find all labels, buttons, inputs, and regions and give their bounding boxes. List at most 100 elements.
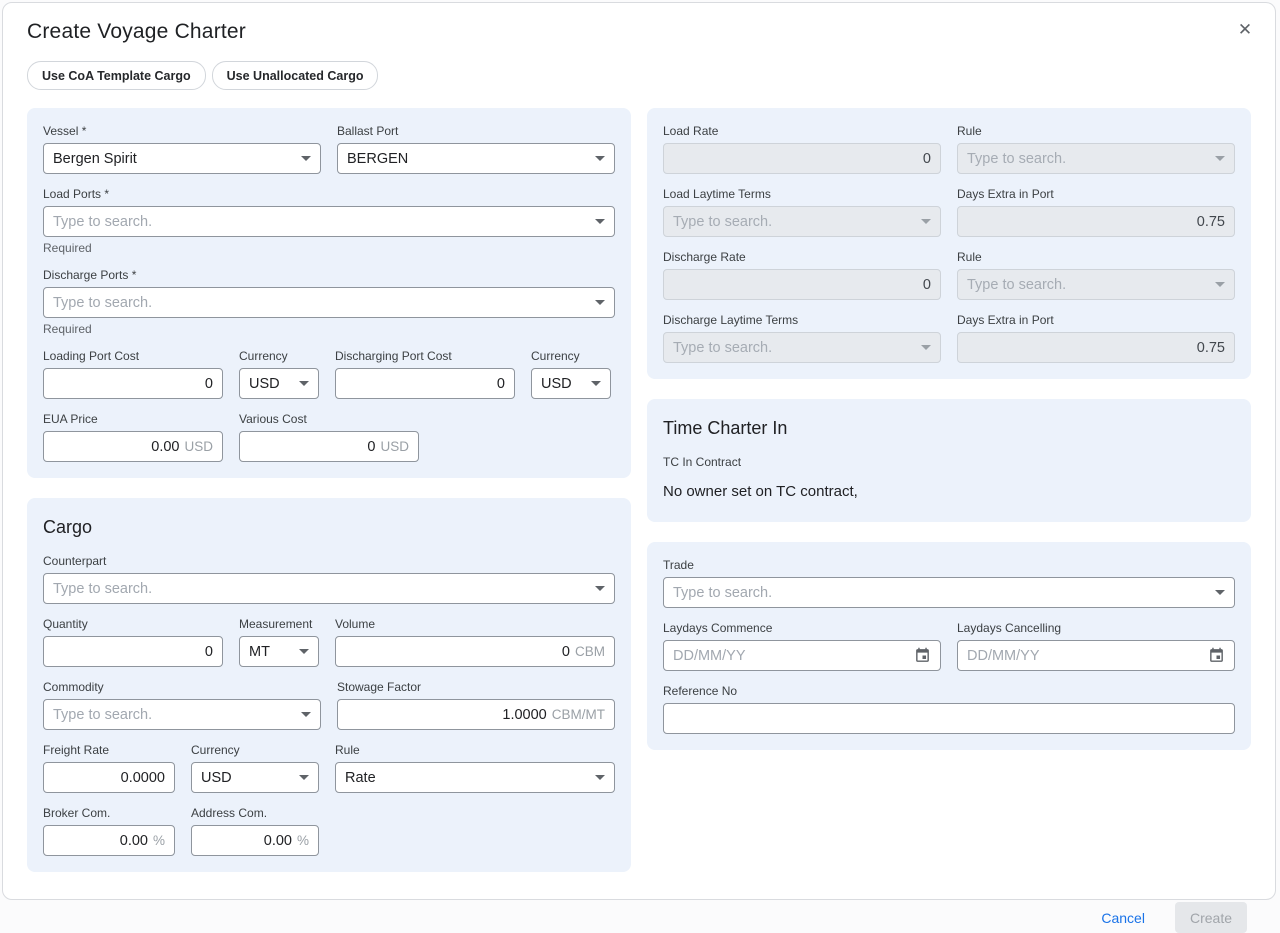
discharge-laytime-terms-label: Discharge Laytime Terms bbox=[663, 313, 799, 327]
discharging-port-cost-input[interactable]: 0 bbox=[335, 368, 515, 399]
measurement-field: Measurement MT bbox=[239, 617, 319, 667]
vessel-value: Bergen Spirit bbox=[53, 150, 137, 167]
discharge-ports-field: Discharge Ports * Type to search. Requir… bbox=[43, 268, 615, 336]
eua-price-unit: USD bbox=[184, 439, 213, 454]
discharge-laytime-terms-placeholder: Type to search. bbox=[673, 339, 773, 356]
discharging-currency-select[interactable]: USD bbox=[531, 368, 611, 399]
discharge-rule-label: Rule bbox=[957, 250, 982, 264]
address-com-input[interactable]: 0.00 % bbox=[191, 825, 319, 856]
quantity-label: Quantity bbox=[43, 617, 88, 631]
discharge-laytime-terms-select: Type to search. bbox=[663, 332, 941, 363]
volume-input[interactable]: 0 CBM bbox=[335, 636, 615, 667]
stowage-factor-input[interactable]: 1.0000 CBM/MT bbox=[337, 699, 615, 730]
load-rate-input: 0 bbox=[663, 143, 941, 174]
freight-currency-select[interactable]: USD bbox=[191, 762, 319, 793]
trade-placeholder: Type to search. bbox=[673, 584, 773, 601]
freight-rate-input[interactable]: 0.0000 bbox=[43, 762, 175, 793]
measurement-select[interactable]: MT bbox=[239, 636, 319, 667]
freight-rate-field: Freight Rate 0.0000 bbox=[43, 743, 175, 793]
time-charter-in-heading: Time Charter In bbox=[663, 418, 788, 438]
laydays-cancelling-placeholder: DD/MM/YY bbox=[967, 647, 1040, 664]
freight-currency-label: Currency bbox=[191, 743, 240, 757]
reference-no-label: Reference No bbox=[663, 684, 738, 698]
vessel-field: Vessel * Bergen Spirit bbox=[43, 124, 321, 174]
create-button[interactable]: Create bbox=[1174, 902, 1247, 933]
laydays-cancelling-date-input[interactable]: DD/MM/YY bbox=[957, 640, 1235, 671]
discharging-currency-value: USD bbox=[541, 375, 572, 392]
discharge-rule-placeholder: Type to search. bbox=[967, 276, 1067, 293]
various-cost-input[interactable]: 0 USD bbox=[239, 431, 419, 462]
volume-unit: CBM bbox=[575, 644, 605, 659]
trade-panel: Trade Type to search. Laydays Commence D… bbox=[647, 542, 1251, 750]
rule-select[interactable]: Rate bbox=[335, 762, 615, 793]
load-rate-label: Load Rate bbox=[663, 124, 719, 138]
load-rule-field: Rule Type to search. bbox=[957, 124, 1235, 174]
load-rule-label: Rule bbox=[957, 124, 982, 138]
various-cost-value: 0 bbox=[367, 438, 376, 455]
loading-currency-label: Currency bbox=[239, 349, 288, 363]
trade-label: Trade bbox=[663, 558, 694, 572]
chevron-down-icon bbox=[1215, 156, 1225, 161]
discharge-ports-search-input[interactable]: Type to search. bbox=[43, 287, 615, 318]
tc-in-contract-message: No owner set on TC contract, bbox=[663, 483, 858, 500]
chevron-down-icon bbox=[595, 300, 605, 305]
loading-currency-select[interactable]: USD bbox=[239, 368, 319, 399]
use-unallocated-cargo-button[interactable]: Use Unallocated Cargo bbox=[211, 61, 379, 90]
counterpart-search-input[interactable]: Type to search. bbox=[43, 573, 615, 604]
discharge-rate-input: 0 bbox=[663, 269, 941, 300]
time-charter-in-panel: Time Charter In TC In Contract No owner … bbox=[647, 399, 1251, 522]
discharge-ports-required-helper: Required bbox=[43, 322, 92, 336]
load-laytime-terms-select: Type to search. bbox=[663, 206, 941, 237]
load-rate-field: Load Rate 0 bbox=[663, 124, 941, 174]
laytime-panel: Load Rate 0 Rule Type to search. bbox=[647, 108, 1251, 379]
trade-search-input[interactable]: Type to search. bbox=[663, 577, 1235, 608]
ballast-port-select[interactable]: BERGEN bbox=[337, 143, 615, 174]
vessel-select[interactable]: Bergen Spirit bbox=[43, 143, 321, 174]
use-coa-template-cargo-button[interactable]: Use CoA Template Cargo bbox=[27, 61, 206, 90]
freight-currency-field: Currency USD bbox=[191, 743, 319, 793]
laydays-commence-date-input[interactable]: DD/MM/YY bbox=[663, 640, 941, 671]
broker-com-value: 0.00 bbox=[119, 832, 148, 849]
discharge-ports-label: Discharge Ports * bbox=[43, 268, 137, 282]
load-ports-required-helper: Required bbox=[43, 241, 92, 255]
load-laytime-terms-placeholder: Type to search. bbox=[673, 213, 773, 230]
discharging-port-cost-field: Discharging Port Cost 0 bbox=[335, 349, 515, 399]
reference-no-input[interactable] bbox=[663, 703, 1235, 734]
cargo-heading: Cargo bbox=[43, 517, 93, 537]
trade-field: Trade Type to search. bbox=[663, 558, 1235, 608]
dialog-footer: Cancel Create bbox=[3, 872, 1275, 933]
broker-com-label: Broker Com. bbox=[43, 806, 111, 820]
eua-price-input[interactable]: 0.00 USD bbox=[43, 431, 223, 462]
rule-label: Rule bbox=[335, 743, 360, 757]
address-com-value: 0.00 bbox=[263, 832, 292, 849]
stowage-factor-label: Stowage Factor bbox=[337, 680, 422, 694]
load-rate-value: 0 bbox=[922, 150, 931, 167]
calendar-icon[interactable] bbox=[914, 647, 931, 664]
quantity-input[interactable]: 0 bbox=[43, 636, 223, 667]
calendar-icon[interactable] bbox=[1208, 647, 1225, 664]
discharge-days-extra-input: 0.75 bbox=[957, 332, 1235, 363]
dialog-content: Vessel * Bergen Spirit Ballast Port BERG… bbox=[3, 108, 1275, 872]
discharge-rule-field: Rule Type to search. bbox=[957, 250, 1235, 300]
broker-com-input[interactable]: 0.00 % bbox=[43, 825, 175, 856]
load-ports-placeholder: Type to search. bbox=[53, 213, 153, 230]
commodity-search-input[interactable]: Type to search. bbox=[43, 699, 321, 730]
chevron-down-icon bbox=[299, 775, 309, 780]
chevron-down-icon bbox=[921, 219, 931, 224]
loading-port-cost-input[interactable]: 0 bbox=[43, 368, 223, 399]
freight-rate-value: 0.0000 bbox=[120, 769, 165, 786]
freight-rate-label: Freight Rate bbox=[43, 743, 110, 757]
load-rule-select: Type to search. bbox=[957, 143, 1235, 174]
reference-no-field: Reference No bbox=[663, 684, 1235, 734]
chevron-down-icon bbox=[595, 775, 605, 780]
discharge-rule-select: Type to search. bbox=[957, 269, 1235, 300]
cancel-button[interactable]: Cancel bbox=[1097, 904, 1149, 932]
discharging-port-cost-value: 0 bbox=[496, 375, 505, 392]
load-ports-search-input[interactable]: Type to search. bbox=[43, 206, 615, 237]
loading-port-cost-value: 0 bbox=[204, 375, 213, 392]
discharge-days-extra-field: Days Extra in Port 0.75 bbox=[957, 313, 1235, 363]
close-icon[interactable]: ✕ bbox=[1237, 20, 1253, 39]
commodity-label: Commodity bbox=[43, 680, 104, 694]
measurement-label: Measurement bbox=[239, 617, 313, 631]
